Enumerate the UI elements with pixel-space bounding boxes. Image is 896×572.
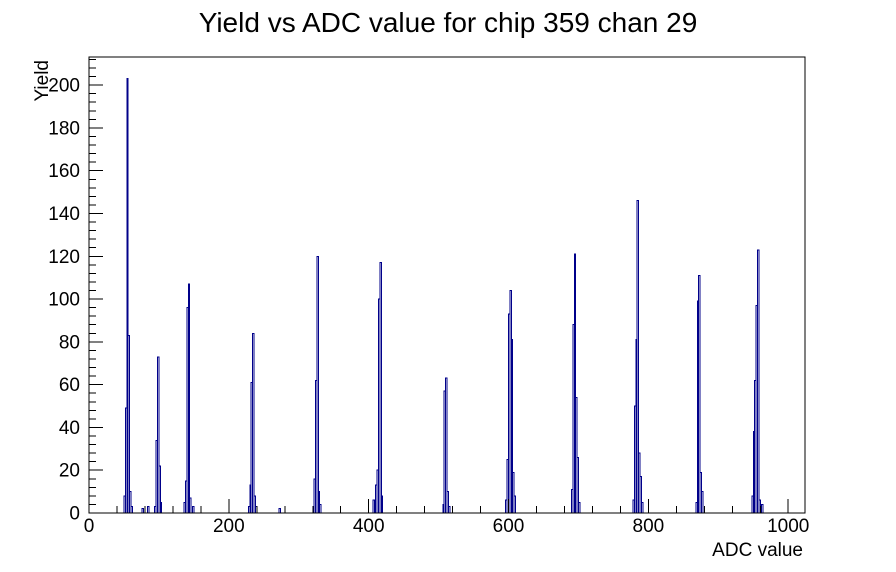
y-tick-label: 180: [48, 118, 80, 139]
histogram-line: [89, 78, 805, 514]
x-axis-tick-labels: 0 200 400 600 800 1000: [84, 516, 810, 537]
y-axis-title: Yield: [32, 60, 53, 102]
x-axis-ticks: [88, 499, 789, 513]
x-tick-label: 600: [493, 516, 525, 537]
y-tick-label: 160: [48, 161, 80, 182]
y-tick-label: 120: [48, 247, 80, 268]
y-axis-ticks: [89, 58, 103, 514]
chart-title: Yield vs ADC value for chip 359 chan 29: [198, 7, 698, 38]
y-tick-label: 20: [59, 461, 80, 482]
x-tick-label: 200: [213, 516, 245, 537]
y-tick-label: 140: [48, 204, 80, 225]
x-axis-title: ADC value: [712, 540, 803, 561]
y-tick-label: 60: [59, 375, 80, 396]
x-tick-label: 800: [633, 516, 665, 537]
y-tick-label: 40: [59, 418, 80, 439]
x-tick-label: 0: [84, 516, 95, 537]
x-tick-label: 400: [353, 516, 385, 537]
plot-frame: [88, 56, 806, 514]
y-tick-label: 100: [48, 290, 80, 311]
y-tick-label: 0: [69, 504, 80, 525]
y-tick-label: 80: [59, 332, 80, 353]
y-tick-label: 200: [48, 76, 80, 97]
x-tick-label: 1000: [767, 516, 809, 537]
y-axis-tick-labels: 0 20 40 60 80 100 120 140 160 180 200: [48, 76, 80, 525]
